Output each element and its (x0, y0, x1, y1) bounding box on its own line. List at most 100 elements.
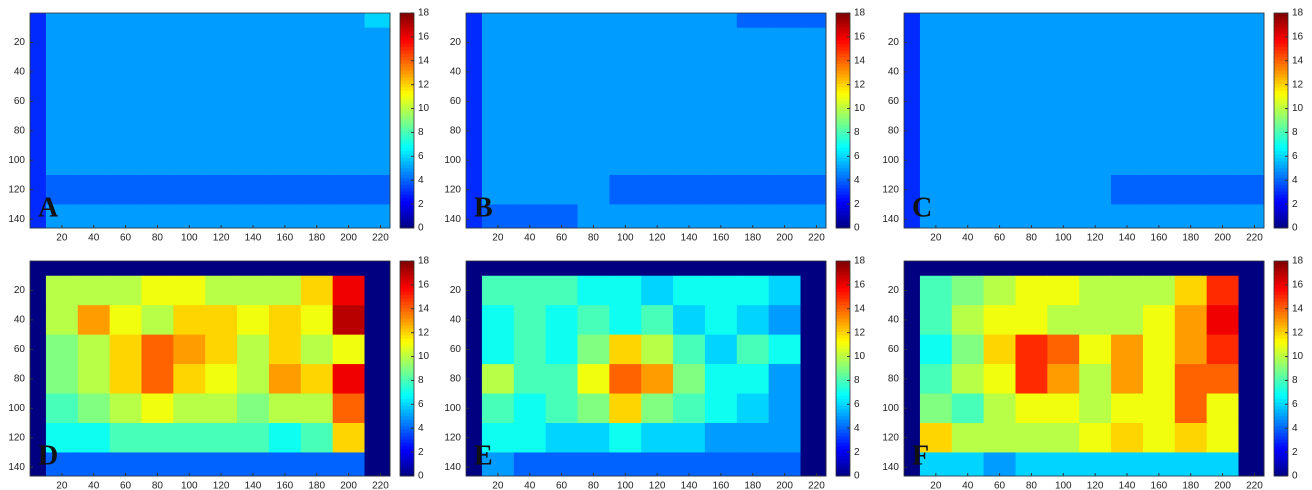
heat-cell (364, 452, 391, 477)
colorbar-tick-label: 14 (418, 55, 430, 66)
colorbar-step (400, 388, 414, 393)
colorbar-tick-label: 8 (854, 375, 860, 386)
x-tick-label: 40 (962, 481, 974, 490)
heat-cell (1142, 364, 1176, 395)
colorbar-step (1274, 344, 1288, 349)
heat-cell (919, 305, 953, 336)
colorbar-step (1274, 267, 1288, 272)
colorbar-step (1274, 90, 1288, 95)
heat-cell (205, 275, 238, 306)
colorbar-step (1274, 13, 1288, 17)
heat-cell (77, 204, 111, 229)
heat-cell (641, 27, 674, 58)
colorbar-step (836, 291, 850, 296)
colorbar-step (836, 66, 850, 71)
colorbar-step (836, 449, 850, 453)
colorbar-step (836, 39, 850, 44)
y-tick-label: 40 (888, 315, 900, 326)
colorbar-step (400, 371, 414, 376)
heat-cell (300, 116, 334, 147)
heat-cell (673, 145, 706, 176)
heat-cell (704, 116, 738, 147)
heat-cell (919, 393, 953, 424)
heat-cell (109, 13, 143, 29)
heat-cell (300, 57, 334, 88)
heat-cell (609, 452, 642, 477)
heat-cell (1206, 116, 1240, 147)
panel-label: E (474, 440, 493, 471)
heat-cell (173, 452, 206, 477)
heat-cell (736, 452, 770, 477)
heat-cell (1206, 27, 1240, 58)
colorbar-step (836, 348, 850, 353)
colorbar-step (836, 13, 850, 17)
heat-cell (904, 116, 921, 147)
heat-cell (1206, 86, 1240, 117)
heat-cell (1174, 261, 1208, 277)
colorbar-step (1274, 96, 1288, 101)
heat-cell (1047, 364, 1080, 395)
colorbar-step (1274, 117, 1288, 121)
colorbar-step (400, 355, 414, 359)
colorbar-step (400, 274, 414, 279)
colorbar-step (1274, 308, 1288, 312)
colorbar-tick-label: 12 (418, 327, 430, 338)
colorbar-step (836, 197, 850, 202)
heat-cell (481, 364, 515, 395)
colorbar-tick-label: 4 (1292, 175, 1298, 186)
colorbar-step (836, 117, 850, 121)
heat-cell (1047, 86, 1080, 117)
heat-cell (609, 204, 642, 229)
heat-cell (300, 452, 334, 477)
heat-cell (904, 174, 921, 205)
heat-cell (30, 275, 47, 306)
colorbar-step (400, 351, 414, 356)
heat-cell (466, 275, 483, 306)
colorbar-step (1274, 469, 1288, 474)
colorbar-step (400, 348, 414, 353)
heat-cell (513, 422, 547, 453)
heat-cell (268, 57, 302, 88)
colorbar-step (836, 107, 850, 111)
heat-cell (951, 145, 985, 176)
colorbar-step (1274, 392, 1288, 396)
heat-cell (951, 452, 985, 477)
heat-cell (300, 27, 334, 58)
heat-cell (205, 174, 238, 205)
heat-cell (545, 204, 579, 229)
heat-cell (30, 13, 47, 29)
colorbar-step (1274, 29, 1288, 34)
heat-cell (268, 261, 302, 277)
heat-cell (364, 13, 391, 29)
panel-label: C (912, 192, 932, 223)
heat-cell (45, 57, 79, 88)
y-tick-label: 20 (450, 285, 462, 296)
heat-cell (141, 27, 174, 58)
heat-cell (577, 334, 610, 365)
heat-cell (205, 27, 238, 58)
colorbar-tick-label: 8 (1292, 375, 1298, 386)
heat-cell (951, 305, 985, 336)
heat-cell (1047, 334, 1080, 365)
colorbar-step (400, 422, 414, 427)
colorbar-step (400, 445, 414, 450)
colorbar-step (400, 36, 414, 41)
colorbar-step (1274, 418, 1288, 423)
colorbar-step (836, 422, 850, 427)
colorbar-step (400, 385, 414, 390)
heat-cell (1079, 393, 1112, 424)
heat-cell (466, 145, 483, 176)
heat-cell (1206, 174, 1240, 205)
colorbar-tick-label: 4 (418, 423, 424, 434)
heat-cell (481, 13, 515, 29)
heat-cell (205, 452, 238, 477)
heat-cell (1111, 275, 1144, 306)
heat-cell (45, 27, 79, 58)
heat-cell (800, 204, 827, 229)
colorbar-tick-label: 14 (418, 303, 430, 314)
colorbar-step (836, 73, 850, 78)
x-tick-label: 20 (492, 233, 504, 244)
heat-cell (919, 261, 953, 277)
heat-cell (1142, 305, 1176, 336)
heat-cell (45, 261, 79, 277)
